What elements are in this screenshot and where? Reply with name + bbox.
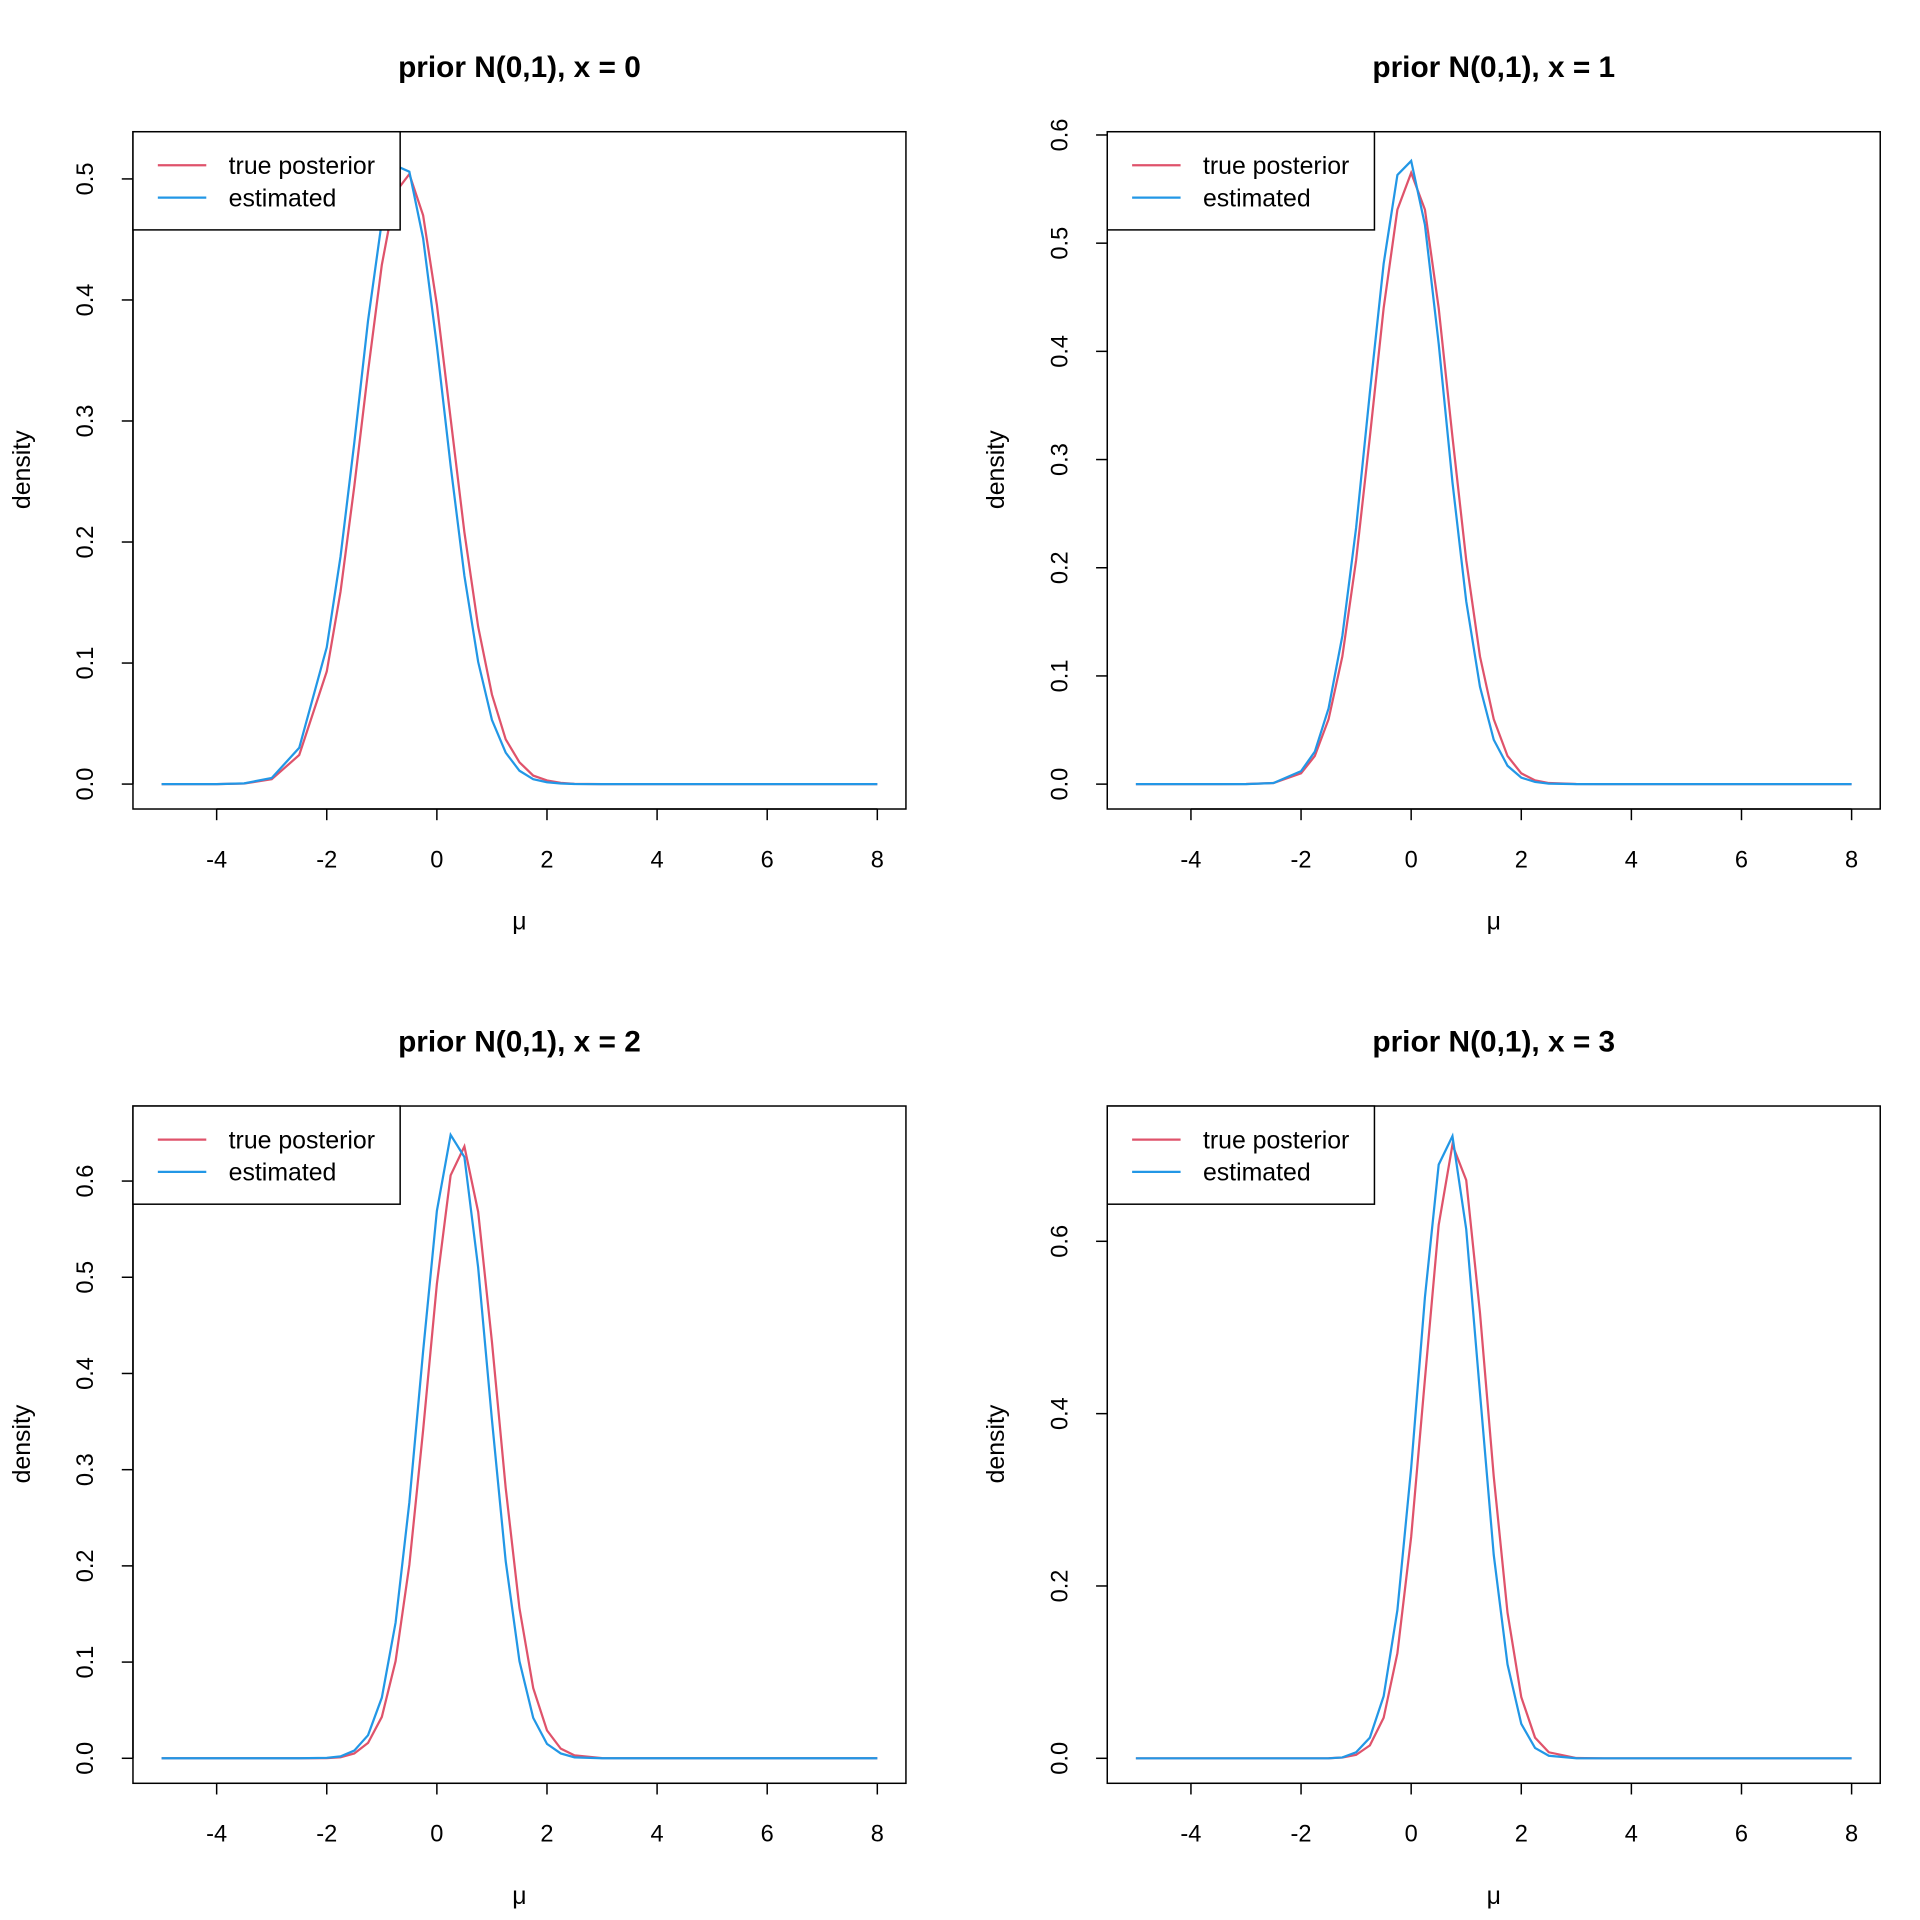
x-tick-label: 4 bbox=[1625, 847, 1638, 873]
y-tick-label: 0.3 bbox=[73, 405, 99, 438]
legend-label: true posterior bbox=[229, 153, 375, 180]
chart-title: prior N(0,1), x = 0 bbox=[398, 51, 641, 84]
plot-frame bbox=[1106, 1105, 1881, 1785]
x-tick-label: 4 bbox=[651, 847, 664, 873]
chart-title: prior N(0,1), x = 3 bbox=[1372, 1025, 1615, 1058]
y-tick-label: 0.2 bbox=[73, 526, 99, 559]
x-tick-label: 6 bbox=[1735, 847, 1748, 873]
x-tick-label: -2 bbox=[316, 847, 337, 873]
x-tick-label: 0 bbox=[1405, 847, 1418, 873]
legend-label: true posterior bbox=[229, 1127, 375, 1154]
panel: prior N(0,1), x = 3 μ density -4 -2 0 2 4 6 8 0.0 0… bbox=[983, 1025, 1881, 1910]
plot-frame bbox=[132, 1105, 907, 1785]
x-tick-label: 0 bbox=[1405, 1822, 1418, 1848]
x-tick-label: 8 bbox=[1845, 1822, 1858, 1848]
y-tick-label: 0.0 bbox=[73, 768, 99, 801]
chart-title: prior N(0,1), x = 1 bbox=[1372, 51, 1615, 84]
x-axis-label: μ bbox=[1487, 1883, 1501, 1910]
y-tick-label: 0.5 bbox=[73, 163, 99, 196]
legend-label: estimated bbox=[229, 185, 337, 212]
legend-label: true posterior bbox=[1203, 153, 1349, 180]
y-tick-label: 0.3 bbox=[1047, 443, 1073, 476]
x-tick-label: 0 bbox=[430, 1822, 443, 1848]
density-line bbox=[161, 1131, 878, 1760]
x-tick-label: 8 bbox=[871, 847, 884, 873]
y-tick-label: 0.0 bbox=[1047, 768, 1073, 801]
y-tick-label: 0.4 bbox=[73, 284, 99, 317]
y-tick-label: 0.4 bbox=[73, 1357, 99, 1390]
y-tick-label: 0.1 bbox=[73, 647, 99, 680]
y-tick-label: 0.5 bbox=[73, 1261, 99, 1294]
y-axis-label: density bbox=[983, 1404, 1010, 1483]
x-tick-label: -4 bbox=[1180, 1822, 1201, 1848]
y-tick-label: 0.6 bbox=[1047, 119, 1073, 152]
x-tick-label: -4 bbox=[206, 847, 227, 873]
x-tick-label: 6 bbox=[761, 1822, 774, 1848]
y-tick-label: 0.4 bbox=[1047, 1397, 1073, 1430]
y-tick-label: 0.6 bbox=[73, 1165, 99, 1198]
x-tick-label: 2 bbox=[1515, 847, 1528, 873]
x-tick-label: 0 bbox=[430, 847, 443, 873]
y-tick-label: 0.6 bbox=[1047, 1225, 1073, 1258]
density-line bbox=[161, 1142, 878, 1760]
y-tick-label: 0.5 bbox=[1047, 227, 1073, 260]
x-tick-label: -2 bbox=[1291, 847, 1312, 873]
x-tick-label: 4 bbox=[651, 1822, 664, 1848]
panel: prior N(0,1), x = 0 μ density -4 -2 0 2 4 6 8 0.0 0… bbox=[9, 51, 907, 936]
y-tick-label: 0.2 bbox=[73, 1549, 99, 1582]
plot-frame bbox=[1106, 130, 1881, 810]
legend-box bbox=[1106, 1105, 1376, 1205]
x-tick-label: 2 bbox=[1515, 1822, 1528, 1848]
x-axis-label: μ bbox=[1487, 909, 1501, 936]
x-axis-label: μ bbox=[512, 1883, 526, 1910]
density-line bbox=[161, 164, 878, 786]
legend-label: estimated bbox=[1203, 1160, 1311, 1187]
panel: prior N(0,1), x = 1 μ density -4 -2 0 2 4 6 8 0.0 0… bbox=[983, 51, 1881, 936]
x-tick-label: -4 bbox=[1180, 847, 1201, 873]
x-tick-label: 6 bbox=[1735, 1822, 1748, 1848]
y-tick-label: 0.0 bbox=[1047, 1742, 1073, 1775]
plot-frame bbox=[132, 130, 907, 810]
x-tick-label: 2 bbox=[540, 1822, 553, 1848]
x-tick-label: -2 bbox=[1291, 1822, 1312, 1848]
legend-label: true posterior bbox=[1203, 1127, 1349, 1154]
y-tick-label: 0.1 bbox=[1047, 660, 1073, 693]
density-line bbox=[1135, 158, 1852, 786]
x-tick-label: 8 bbox=[1845, 847, 1858, 873]
density-line bbox=[161, 171, 878, 786]
x-tick-label: 2 bbox=[540, 847, 553, 873]
y-tick-label: 0.3 bbox=[73, 1453, 99, 1486]
panel: prior N(0,1), x = 2 μ density -4 -2 0 2 4 6 8 0.0 0… bbox=[9, 1025, 907, 1910]
x-tick-label: -2 bbox=[316, 1822, 337, 1848]
y-tick-label: 0.4 bbox=[1047, 335, 1073, 368]
density-line bbox=[1135, 1140, 1852, 1760]
x-tick-label: 4 bbox=[1625, 1822, 1638, 1848]
y-tick-label: 0.2 bbox=[1047, 551, 1073, 584]
y-tick-label: 0.2 bbox=[1047, 1570, 1073, 1603]
x-tick-label: 6 bbox=[761, 847, 774, 873]
legend-box bbox=[1106, 130, 1376, 231]
density-line bbox=[1135, 169, 1852, 786]
y-tick-label: 0.0 bbox=[73, 1742, 99, 1775]
legend-box bbox=[132, 1105, 401, 1205]
legend-box bbox=[132, 130, 401, 231]
x-tick-label: -4 bbox=[206, 1822, 227, 1848]
y-axis-label: density bbox=[9, 1404, 36, 1483]
y-axis-label: density bbox=[9, 430, 36, 509]
x-axis-label: μ bbox=[512, 909, 526, 936]
chart-title: prior N(0,1), x = 2 bbox=[398, 1025, 641, 1058]
legend-label: estimated bbox=[1203, 185, 1311, 212]
x-tick-label: 8 bbox=[871, 1822, 884, 1848]
legend-label: estimated bbox=[229, 1160, 337, 1187]
y-axis-label: density bbox=[983, 430, 1010, 509]
density-line bbox=[1135, 1132, 1852, 1760]
y-tick-label: 0.1 bbox=[73, 1646, 99, 1679]
